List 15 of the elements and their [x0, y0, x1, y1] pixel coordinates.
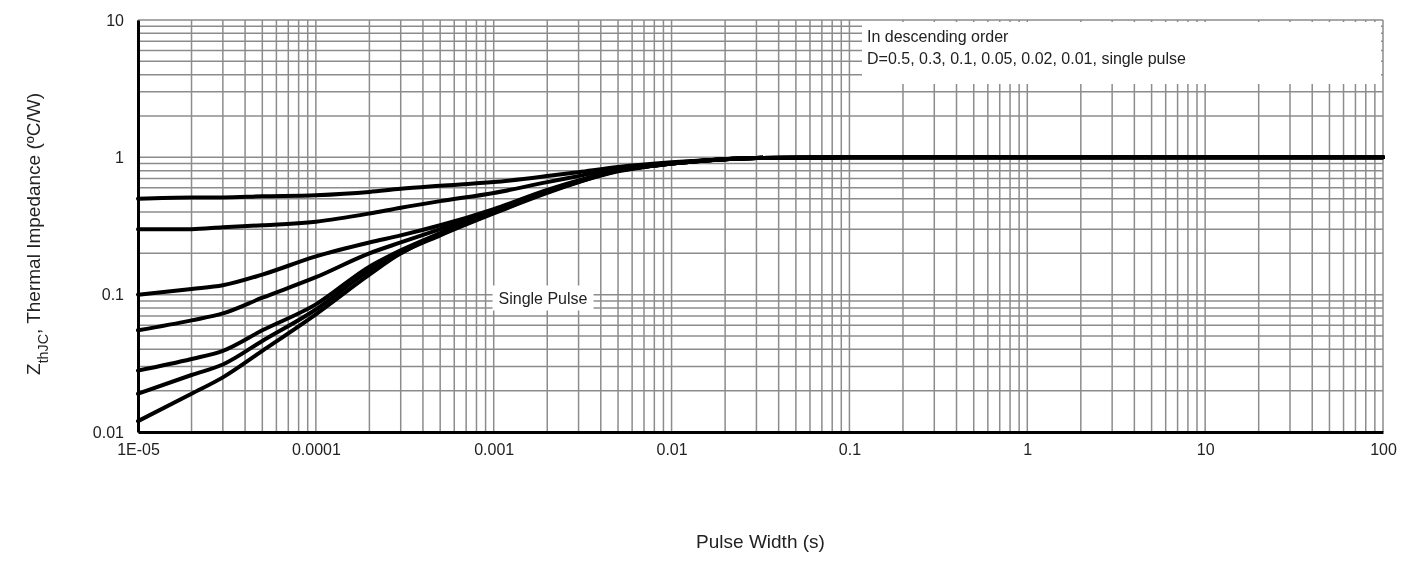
x-tick-label: 1E-05 [117, 441, 160, 459]
y-tick-label: 0.1 [101, 286, 125, 304]
x-axis-title: Pulse Width (s) [696, 531, 825, 552]
y-tick-label: 0.01 [92, 423, 125, 441]
x-tick-label: 1 [1023, 441, 1033, 459]
y-tick-label: 1 [115, 148, 125, 166]
x-tick-label: 0.1 [838, 441, 862, 459]
x-tick-label: 0.0001 [291, 441, 341, 459]
x-tick-label: 0.001 [474, 441, 515, 459]
x-tick-label: 100 [1370, 441, 1397, 459]
annotation: Single Pulse [498, 289, 588, 307]
x-tick-label: 10 [1196, 441, 1215, 459]
x-tick-label: 0.01 [656, 441, 688, 459]
annotation: In descending order D=0.5, 0.3, 0.1, 0.05, 0.02, 0.01, single pulse [867, 28, 1186, 67]
y-tick-label: 10 [106, 11, 125, 29]
